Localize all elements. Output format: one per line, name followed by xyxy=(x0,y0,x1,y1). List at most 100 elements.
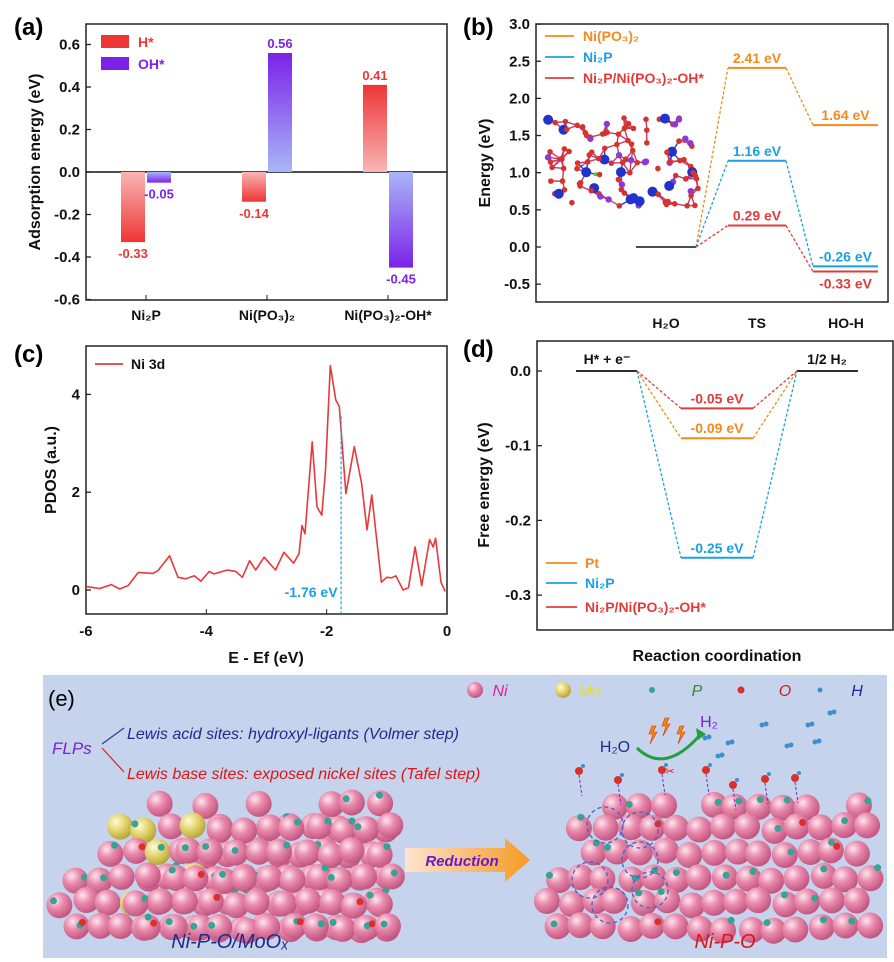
ni-atom xyxy=(294,839,321,866)
atom xyxy=(544,154,552,161)
ni-atom xyxy=(797,839,824,866)
h-atom xyxy=(763,721,769,727)
atom xyxy=(621,125,628,132)
ni-atom xyxy=(626,839,653,866)
atom xyxy=(549,164,555,171)
panel-label-d: (d) xyxy=(463,336,494,363)
ni-atom xyxy=(831,812,858,839)
ni-atom xyxy=(171,888,198,915)
ni-atom xyxy=(256,814,283,841)
p-atom xyxy=(342,795,350,803)
interaction-line xyxy=(732,788,737,811)
o-atom xyxy=(658,766,666,774)
p-atom xyxy=(181,844,189,852)
y-tick-label: 0 xyxy=(72,582,80,599)
p-atom xyxy=(49,897,57,905)
p-atom xyxy=(141,895,149,903)
ni-atom xyxy=(330,817,357,844)
p-atom xyxy=(354,823,362,831)
ni-atom xyxy=(651,792,678,819)
data-label: 0.56 xyxy=(267,36,292,51)
ni-atom xyxy=(546,867,573,894)
y-tick-label: 2.0 xyxy=(509,90,530,107)
h-atom xyxy=(827,710,833,716)
p-atom xyxy=(714,798,722,806)
ni-atom xyxy=(46,892,73,919)
level-label: 2.41 eV xyxy=(733,50,782,66)
atom xyxy=(614,141,620,148)
p-atom xyxy=(380,920,388,928)
ni-atom xyxy=(745,887,772,914)
atom xyxy=(681,156,687,163)
ni-atom xyxy=(745,793,772,820)
atom xyxy=(604,129,610,136)
atom xyxy=(634,159,641,166)
mo-atom xyxy=(179,812,206,839)
atom xyxy=(627,169,633,176)
ni-atom xyxy=(724,838,751,865)
ni-atom xyxy=(601,887,628,914)
legend-atom-o xyxy=(737,686,745,694)
level-label: -0.33 eV xyxy=(819,276,873,292)
ni-atom xyxy=(640,864,667,891)
right-material-label: Ni-P-O xyxy=(694,931,755,953)
p-atom xyxy=(635,889,643,897)
x-axis-label: Reaction coordination xyxy=(633,648,802,665)
y-axis-label: Energy (eV) xyxy=(477,119,494,208)
interaction-line xyxy=(764,782,769,805)
ni-atom xyxy=(182,865,209,892)
ni-atom xyxy=(374,913,401,940)
ni-atom xyxy=(245,838,272,865)
x-tick-label: -6 xyxy=(79,623,92,640)
y-tick-label: 1.5 xyxy=(509,128,530,145)
ni-atom xyxy=(589,913,616,940)
ni-atom xyxy=(685,864,712,891)
connector xyxy=(785,225,814,272)
p-atom xyxy=(329,918,337,926)
o-atom xyxy=(702,766,710,774)
p-atom xyxy=(100,874,108,882)
o-atom xyxy=(296,918,304,926)
atom xyxy=(615,152,623,159)
ni-atom xyxy=(367,790,394,817)
p-atom xyxy=(811,894,819,902)
p-atom xyxy=(157,843,165,851)
atom xyxy=(574,122,581,129)
atom xyxy=(690,169,696,176)
atom xyxy=(667,146,678,157)
atom xyxy=(655,165,661,172)
connector xyxy=(752,370,798,558)
y-axis-label: Free energy (eV) xyxy=(476,422,493,547)
y-tick-label: 0.2 xyxy=(59,122,80,139)
p-atom xyxy=(545,871,553,879)
atom xyxy=(618,186,625,193)
ni-atom xyxy=(243,889,270,916)
ni-atom xyxy=(270,890,297,917)
ni-atom xyxy=(567,864,594,891)
atom xyxy=(605,196,612,203)
p-atom xyxy=(376,791,384,799)
plot-frame xyxy=(85,345,448,615)
p-atom xyxy=(735,797,743,805)
atom xyxy=(625,120,632,127)
h-atom xyxy=(664,763,668,767)
p-atom xyxy=(366,891,374,899)
x-category-label: HO-H xyxy=(828,315,864,331)
ni-atom xyxy=(245,790,272,817)
legend-atom-ni xyxy=(467,682,483,698)
o-atom xyxy=(833,842,841,850)
legend-label: Pt xyxy=(585,555,599,571)
atom xyxy=(664,180,675,191)
ni-atom xyxy=(377,812,404,839)
p-atom xyxy=(327,873,335,881)
o-atom xyxy=(150,919,158,927)
level-label: 1.64 eV xyxy=(821,107,870,123)
ni-atom xyxy=(62,867,89,894)
ni-atom xyxy=(854,812,881,839)
p-atom xyxy=(820,865,828,873)
ni-atom xyxy=(86,867,113,894)
connector xyxy=(752,370,798,409)
ni-atom xyxy=(353,816,380,843)
ni-atom xyxy=(533,888,560,915)
legend-label: OH* xyxy=(138,56,165,72)
